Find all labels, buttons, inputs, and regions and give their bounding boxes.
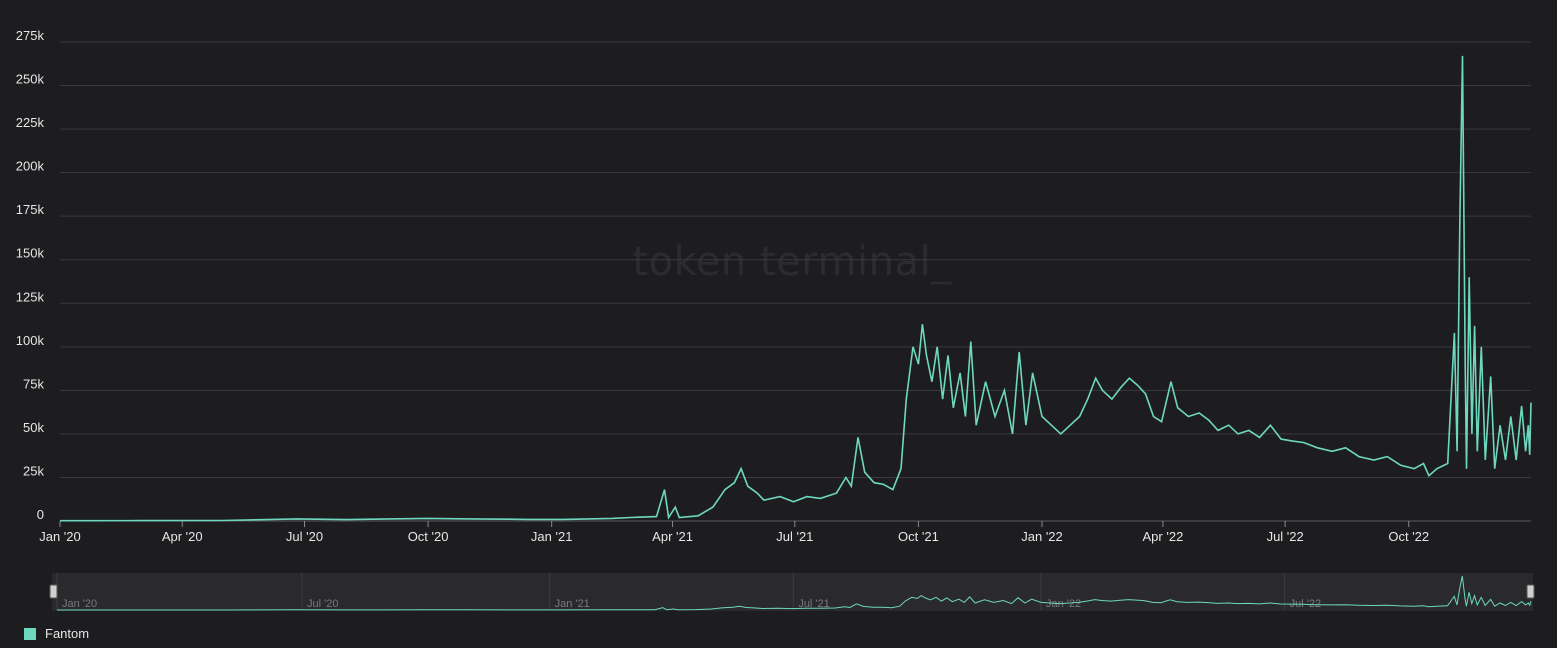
navigator-series-line [57,575,1532,611]
navigator-tick-label: Jan '21 [555,598,590,610]
x-tick-label: Apr '21 [652,529,693,544]
y-tick-label: 25k [23,463,44,478]
y-tick-label: 200k [16,159,45,174]
y-tick-label: 100k [16,333,45,348]
y-tick-label: 50k [23,420,44,435]
y-tick-label: 125k [16,289,45,304]
x-tick-label: Jul '21 [776,529,813,544]
x-axis: Jan '20 Apr '20 Jul '20 Oct '20 Jan '21 Apr '… [39,521,1429,544]
y-tick-label: 250k [16,72,45,87]
x-tick-label: Jan '20 [39,529,81,544]
navigator-left-handle[interactable] [49,584,58,599]
navigator-tick-label: Jan '22 [1046,598,1081,610]
y-tick-label: 275k [16,28,45,43]
x-tick-label: Apr '22 [1143,529,1184,544]
navigator-tick-label: Jul '20 [307,598,338,610]
y-tick-label: 150k [16,246,45,261]
y-axis: 0 25k 50k 75k 100k 125k 150k 175k 200k 225k 250k 27… [16,28,45,522]
y-tick-label: 75k [23,376,44,391]
x-tick-label: Jan '22 [1021,529,1063,544]
navigator-tick-label: Jan '20 [62,598,97,610]
legend-swatch [24,627,36,640]
navigator-right-handle[interactable] [1526,584,1535,599]
x-tick-label: Jan '21 [531,529,573,544]
x-tick-label: Jul '22 [1267,529,1304,544]
x-tick-label: Oct '22 [1388,529,1429,544]
navigator[interactable]: Jan '20 Jul '20 Jan '21 Jul '21 Jan '22 Jul '… [49,573,1535,611]
y-tick-label: 225k [16,115,45,130]
y-tick-label: 0 [37,507,44,522]
grid-layer [60,41,1531,522]
x-tick-label: Apr '20 [162,529,203,544]
x-tick-label: Oct '20 [408,529,449,544]
navigator-ticks: Jan '20 Jul '20 Jan '21 Jul '21 Jan '22 Jul '… [62,598,1321,610]
x-tick-label: Jul '20 [286,529,323,544]
watermark-text: token terminal_ [632,239,952,285]
navigator-background [52,573,1533,611]
x-tick-label: Oct '21 [898,529,939,544]
legend-label: Fantom [45,626,90,641]
navigator-tick-label: Jul '21 [798,598,829,610]
y-tick-label: 175k [16,202,45,217]
legend-item-fantom[interactable]: Fantom [24,626,89,641]
series-line-fantom [59,55,1532,522]
